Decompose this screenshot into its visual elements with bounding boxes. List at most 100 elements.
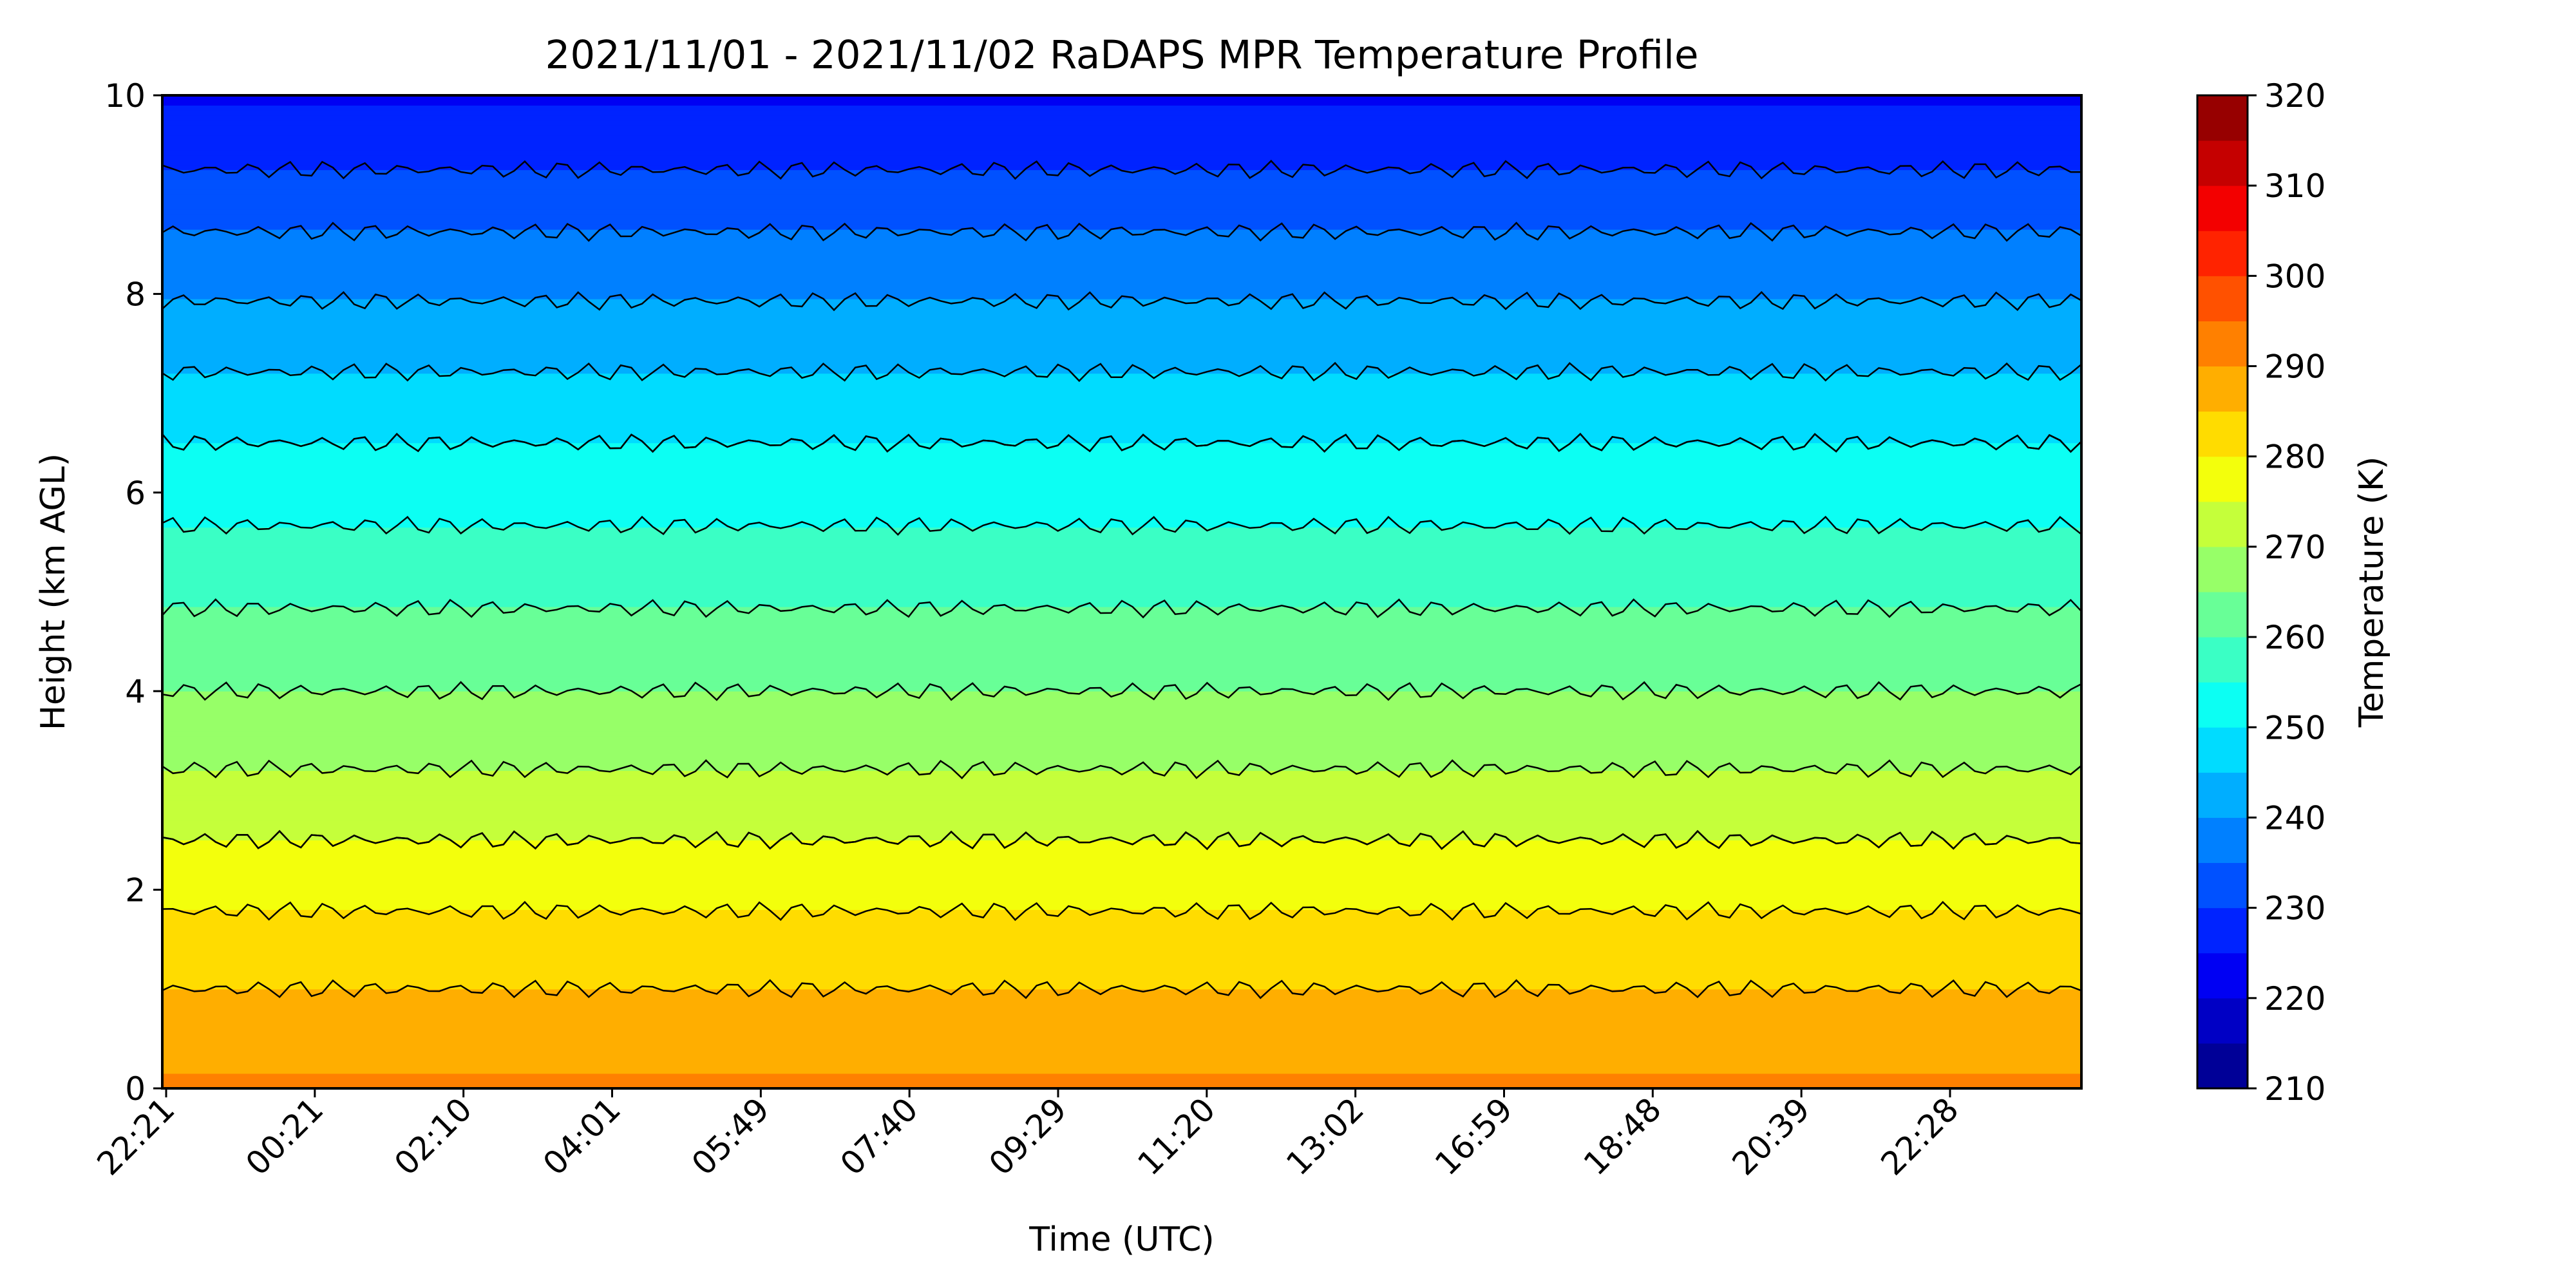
temperature-band — [162, 408, 2081, 413]
contour-line — [162, 598, 2081, 619]
temperature-band — [162, 780, 2081, 786]
temperature-band — [162, 492, 2081, 498]
temperature-band — [162, 289, 2081, 294]
temperature-band — [162, 358, 2081, 364]
temperature-band — [162, 849, 2081, 856]
temperature-band — [162, 840, 2081, 846]
temperature-band — [162, 740, 2081, 746]
contour-line — [162, 222, 2081, 242]
temperature-band — [162, 298, 2081, 305]
temperature-band — [162, 576, 2081, 583]
temperature-band — [162, 1053, 2081, 1059]
temperature-band — [162, 144, 2081, 151]
temperature-band — [162, 388, 2081, 394]
temperature-band — [162, 785, 2081, 791]
x-tick-label: 16:59 — [1428, 1090, 1520, 1182]
temperature-band — [162, 904, 2081, 910]
temperature-band — [162, 829, 2081, 836]
temperature-band — [162, 835, 2081, 840]
temperature-band — [162, 383, 2081, 389]
temperature-band — [162, 1013, 2081, 1019]
temperature-band — [162, 586, 2081, 592]
temperature-band — [162, 502, 2081, 508]
temperature-band — [162, 219, 2081, 225]
temperature-band — [162, 770, 2081, 776]
temperature-band — [162, 894, 2081, 900]
temperature-band — [162, 135, 2081, 140]
temperature-band — [162, 412, 2081, 419]
temperature-band — [162, 368, 2081, 374]
temperature-band — [162, 745, 2081, 752]
temperature-band — [162, 1009, 2081, 1014]
temperature-band — [162, 661, 2081, 667]
colorbar-tick-label: 270 — [2264, 529, 2325, 566]
temperature-band — [162, 209, 2081, 215]
temperature-band — [162, 596, 2081, 602]
x-tick-label: 13:02 — [1279, 1090, 1371, 1182]
colorbar-segment — [2197, 411, 2248, 457]
temperature-band — [162, 363, 2081, 369]
temperature-band — [162, 1033, 2081, 1039]
x-tick-label: 11:20 — [1130, 1090, 1222, 1182]
temperature-band — [162, 879, 2081, 886]
temperature-band — [162, 641, 2081, 647]
temperature-band — [162, 377, 2081, 384]
temperature-band — [162, 611, 2081, 618]
temperature-band — [162, 432, 2081, 439]
plot-fill-layer — [162, 95, 2081, 1088]
temperature-band — [162, 417, 2081, 424]
temperature-band — [162, 120, 2081, 126]
temperature-band — [162, 129, 2081, 136]
chart-title: 2021/11/01 - 2021/11/02 RaDAPS MPR Tempe… — [545, 32, 1699, 78]
temperature-band — [162, 582, 2081, 587]
contour-line — [162, 361, 2081, 383]
temperature-band — [162, 1068, 2081, 1074]
temperature-band — [162, 820, 2081, 826]
temperature-band — [162, 824, 2081, 831]
temperature-band — [162, 681, 2081, 687]
colorbar-tick-label: 290 — [2264, 348, 2325, 386]
temperature-band — [162, 914, 2081, 920]
temperature-band — [162, 1083, 2081, 1088]
temperature-band — [162, 959, 2081, 965]
temperature-band — [162, 899, 2081, 905]
temperature-band — [162, 397, 2081, 404]
temperature-band — [162, 402, 2081, 409]
colorbar-tick-label: 210 — [2264, 1070, 2325, 1108]
temperature-band — [162, 929, 2081, 935]
temperature-band — [162, 844, 2081, 851]
temperature-band — [162, 631, 2081, 637]
temperature-band — [162, 551, 2081, 558]
x-tick-label: 22:28 — [1874, 1090, 1966, 1182]
y-tick-label: 2 — [125, 872, 146, 909]
colorbar: 210 220 230 240 250 260 270 280 290 300 310 320 — [2196, 77, 2325, 1108]
y-tick-label: 6 — [125, 475, 146, 512]
colorbar-tick-label: 310 — [2264, 167, 2325, 205]
temperature-band — [162, 169, 2081, 175]
temperature-band — [162, 482, 2081, 488]
temperature-band — [162, 670, 2081, 677]
temperature-band — [162, 571, 2081, 578]
colorbar-segment — [2197, 456, 2248, 502]
temperature-band — [162, 234, 2081, 240]
y-tick-label: 4 — [125, 673, 146, 710]
colorbar-segment — [2197, 1043, 2248, 1089]
temperature-band — [162, 527, 2081, 533]
temperature-band — [162, 278, 2081, 285]
x-tick-label: 00:21 — [238, 1090, 330, 1182]
temperature-band — [162, 720, 2081, 726]
temperature-band — [162, 1028, 2081, 1034]
temperature-band — [162, 934, 2081, 940]
colorbar-segment — [2197, 817, 2248, 864]
temperature-band — [162, 974, 2081, 980]
temperature-band — [162, 338, 2081, 344]
temperature-band — [162, 924, 2081, 930]
temperature-band — [162, 1078, 2081, 1084]
temperature-band — [162, 636, 2081, 642]
colorbar-segment — [2197, 366, 2248, 412]
temperature-band — [162, 710, 2081, 717]
colorbar-segment — [2197, 636, 2248, 683]
temperature-band — [162, 750, 2081, 756]
colorbar-segment — [2197, 501, 2248, 547]
